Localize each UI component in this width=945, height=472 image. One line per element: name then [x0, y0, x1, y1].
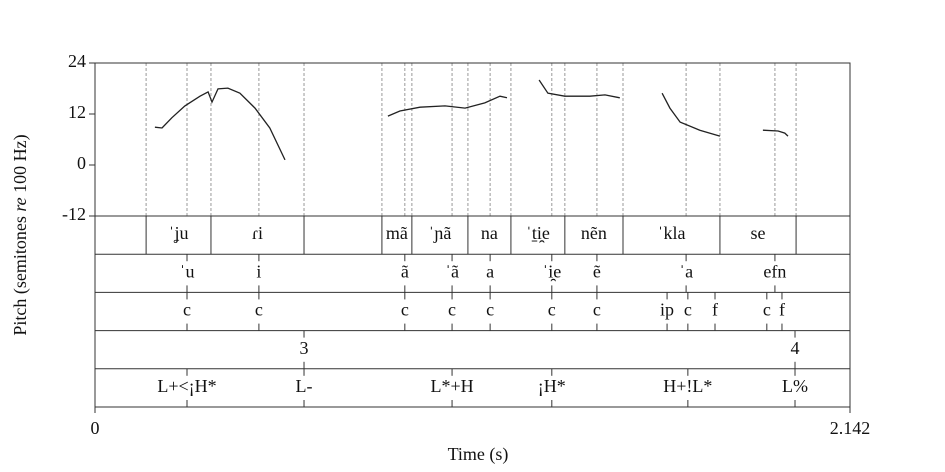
point-label: L% — [782, 376, 808, 396]
point-label: L- — [296, 376, 313, 396]
point-label: ẽ — [593, 261, 601, 281]
y-tick-label: 24 — [68, 51, 86, 71]
interval-label: ˈʝu — [169, 223, 189, 243]
point-label: L+<¡H* — [157, 376, 216, 396]
y-tick-label: 0 — [77, 153, 86, 173]
x-axis-label: Time (s) — [448, 444, 509, 465]
point-label: ˈa — [679, 261, 693, 281]
x-tick-label: 2.142 — [830, 418, 871, 438]
y-tick-label: 12 — [68, 102, 86, 122]
point-label: c — [684, 300, 692, 320]
point-label: c — [183, 300, 191, 320]
pitch-line — [154, 79, 789, 161]
point-label: i — [256, 261, 261, 281]
point-label: L*+H — [430, 376, 473, 396]
point-label: c — [548, 300, 556, 320]
interval-label: mã — [386, 223, 408, 243]
interval-label: ɾi — [252, 223, 263, 243]
interval-label: se — [751, 223, 766, 243]
point-label: 3 — [300, 338, 309, 358]
point-label: ˈu — [179, 261, 194, 281]
point-label: ã — [401, 261, 409, 281]
y-tick-label: -12 — [62, 204, 86, 224]
point-label: a — [486, 261, 494, 281]
point-label: c — [448, 300, 456, 320]
x-tick-label: 0 — [91, 418, 100, 438]
point-label: c — [486, 300, 494, 320]
y-axis-label: Pitch (semitones re 100 Hz) — [10, 134, 31, 335]
point-label: ¡H* — [538, 376, 566, 396]
plot-frame — [94, 62, 851, 408]
y-label-part: 100 Hz) — [10, 134, 31, 197]
interval-label: nẽn — [581, 223, 607, 243]
point-label: f — [712, 300, 718, 320]
point-label: H+!L* — [663, 376, 712, 396]
point-label: c — [255, 300, 263, 320]
interval-label: na — [481, 223, 498, 243]
interval-label: ˈɲã — [428, 223, 451, 243]
point-label: ip — [660, 300, 674, 320]
point-label: ˈi̯e — [542, 261, 561, 282]
y-label-part: re — [10, 197, 30, 211]
interval-label: ˈkla — [657, 223, 685, 243]
y-label-part: Pitch (semitones — [10, 212, 31, 336]
point-label: c — [593, 300, 601, 320]
point-label: f — [779, 300, 785, 320]
point-label: c — [763, 300, 771, 320]
point-label: c — [401, 300, 409, 320]
point-label: efn — [763, 261, 786, 281]
interval-label: ˈt̠i̯e — [526, 223, 550, 244]
point-label: 4 — [791, 338, 800, 358]
point-label: ˈã — [445, 261, 459, 281]
